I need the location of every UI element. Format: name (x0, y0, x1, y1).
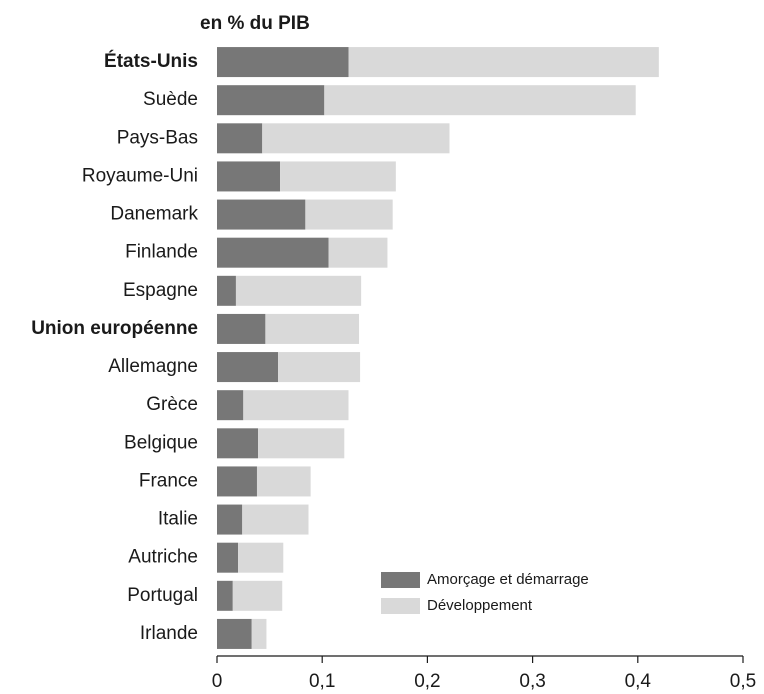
bar-segment (217, 618, 252, 649)
y-tick-label: Allemagne (108, 356, 198, 377)
x-tick-label: 0 (212, 671, 223, 692)
bar-segment (217, 47, 349, 78)
y-tick-label: Danemark (110, 204, 198, 225)
bar-segment (251, 618, 267, 649)
legend-label: Développement (427, 597, 533, 614)
bar-segment (232, 580, 283, 611)
y-tick-label: Grèce (146, 394, 198, 415)
legend-label: Amorçage et démarrage (427, 571, 589, 588)
y-tick-label: Italie (158, 509, 198, 530)
bar-segment (348, 47, 659, 78)
y-tick-label: Union européenne (31, 318, 198, 339)
bar-segment (217, 580, 233, 611)
x-tick-label: 0,1 (309, 671, 335, 692)
legend-swatch (381, 598, 420, 614)
y-tick-label: Belgique (124, 432, 198, 453)
x-tick-label: 0,5 (730, 671, 756, 692)
bar-segment (217, 123, 263, 154)
bar-segment (217, 199, 306, 230)
bar-segment (256, 466, 311, 497)
chart-title: en % du PIB (200, 13, 310, 34)
x-tick-label: 0,3 (519, 671, 545, 692)
bar-segment (324, 85, 636, 116)
bar-segment (328, 237, 388, 268)
y-tick-label: États-Unis (104, 50, 198, 72)
y-tick-label: Autriche (128, 547, 198, 568)
bar-segment (217, 542, 239, 573)
y-tick-label: Finlande (125, 242, 198, 263)
bar-segment (265, 313, 360, 344)
bar-segment (217, 237, 329, 268)
bar-segment (235, 275, 362, 306)
y-tick-label: Portugal (127, 585, 198, 606)
bar-segment (305, 199, 393, 230)
bar-segment (217, 504, 243, 535)
bar-segment (280, 161, 396, 192)
x-tick-label: 0,2 (414, 671, 440, 692)
bar-segment (243, 390, 349, 421)
bar-segment (258, 428, 345, 459)
bar-segment (217, 85, 325, 116)
bar-segment (217, 275, 236, 306)
bar-segment (278, 352, 361, 383)
bar-segment (262, 123, 450, 154)
bar-segment (217, 390, 244, 421)
y-tick-label: Pays-Bas (117, 127, 198, 148)
bar-segment (217, 161, 281, 192)
bar-segment (242, 504, 309, 535)
bar-segment (217, 428, 259, 459)
y-tick-label: Royaume-Uni (82, 165, 198, 186)
bar-segment (217, 352, 279, 383)
bar-segment (238, 542, 284, 573)
y-tick-label: France (139, 470, 198, 491)
legend-swatch (381, 572, 420, 588)
x-tick-label: 0,4 (625, 671, 652, 692)
y-tick-label: Irlande (140, 623, 198, 644)
y-tick-label: Suède (143, 89, 198, 110)
y-tick-label: Espagne (123, 280, 198, 301)
bar-segment (217, 313, 266, 344)
bar-segment (217, 466, 257, 497)
